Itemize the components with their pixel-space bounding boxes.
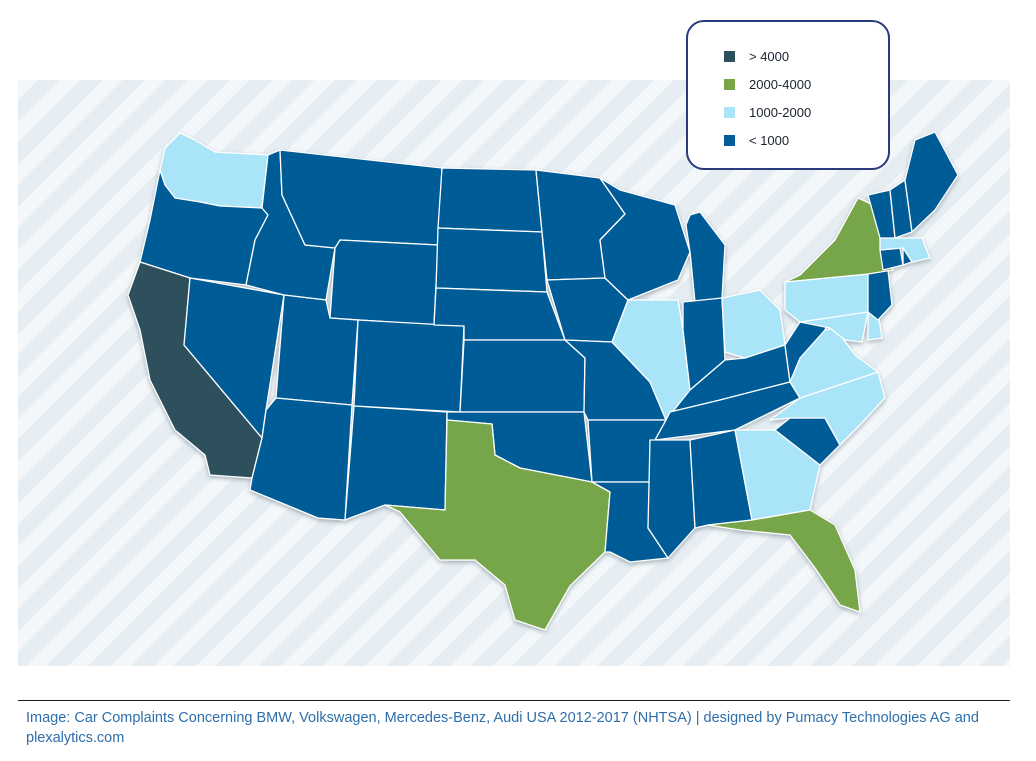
- state-ct: [879, 247, 904, 271]
- state-sd: [435, 227, 548, 293]
- legend-label: 2000-4000: [749, 76, 812, 92]
- state-ga: [734, 429, 821, 521]
- state-md: [799, 311, 869, 343]
- state-nm: [344, 405, 448, 521]
- state-nj: [867, 269, 893, 321]
- state-nd: [437, 167, 543, 233]
- legend-item-1000-2000: 1000-2000: [724, 104, 811, 120]
- legend-swatch: [724, 106, 735, 118]
- state-az: [249, 397, 353, 521]
- caption-divider: [18, 700, 1010, 701]
- state-mi: [685, 211, 726, 303]
- legend-item-2000-4000: 2000-4000: [724, 76, 811, 92]
- legend-box: > 4000 2000-4000 1000-2000 < 1000: [686, 20, 890, 170]
- legend-item-under-1000: < 1000: [724, 132, 789, 148]
- legend-label: > 4000: [749, 48, 790, 64]
- state-fl: [707, 509, 861, 613]
- state-me: [904, 131, 959, 233]
- legend-swatch: [724, 50, 735, 62]
- legend-item-over-4000: > 4000: [724, 48, 789, 64]
- state-mt: [279, 149, 443, 249]
- us-choropleth-map: [127, 131, 959, 631]
- state-wi: [599, 177, 691, 301]
- state-co: [353, 319, 465, 413]
- image-caption: Image: Car Complaints Concerning BMW, Vo…: [26, 710, 979, 746]
- state-ks: [459, 339, 586, 413]
- state-wa: [159, 132, 269, 209]
- legend-label: < 1000: [749, 132, 790, 148]
- state-ma: [879, 237, 931, 263]
- legend-label: 1000-2000: [749, 104, 812, 120]
- legend-swatch: [724, 78, 735, 90]
- state-wy: [329, 239, 439, 326]
- state-tx: [384, 419, 611, 631]
- state-ms: [647, 439, 696, 559]
- legend-swatch: [724, 134, 735, 146]
